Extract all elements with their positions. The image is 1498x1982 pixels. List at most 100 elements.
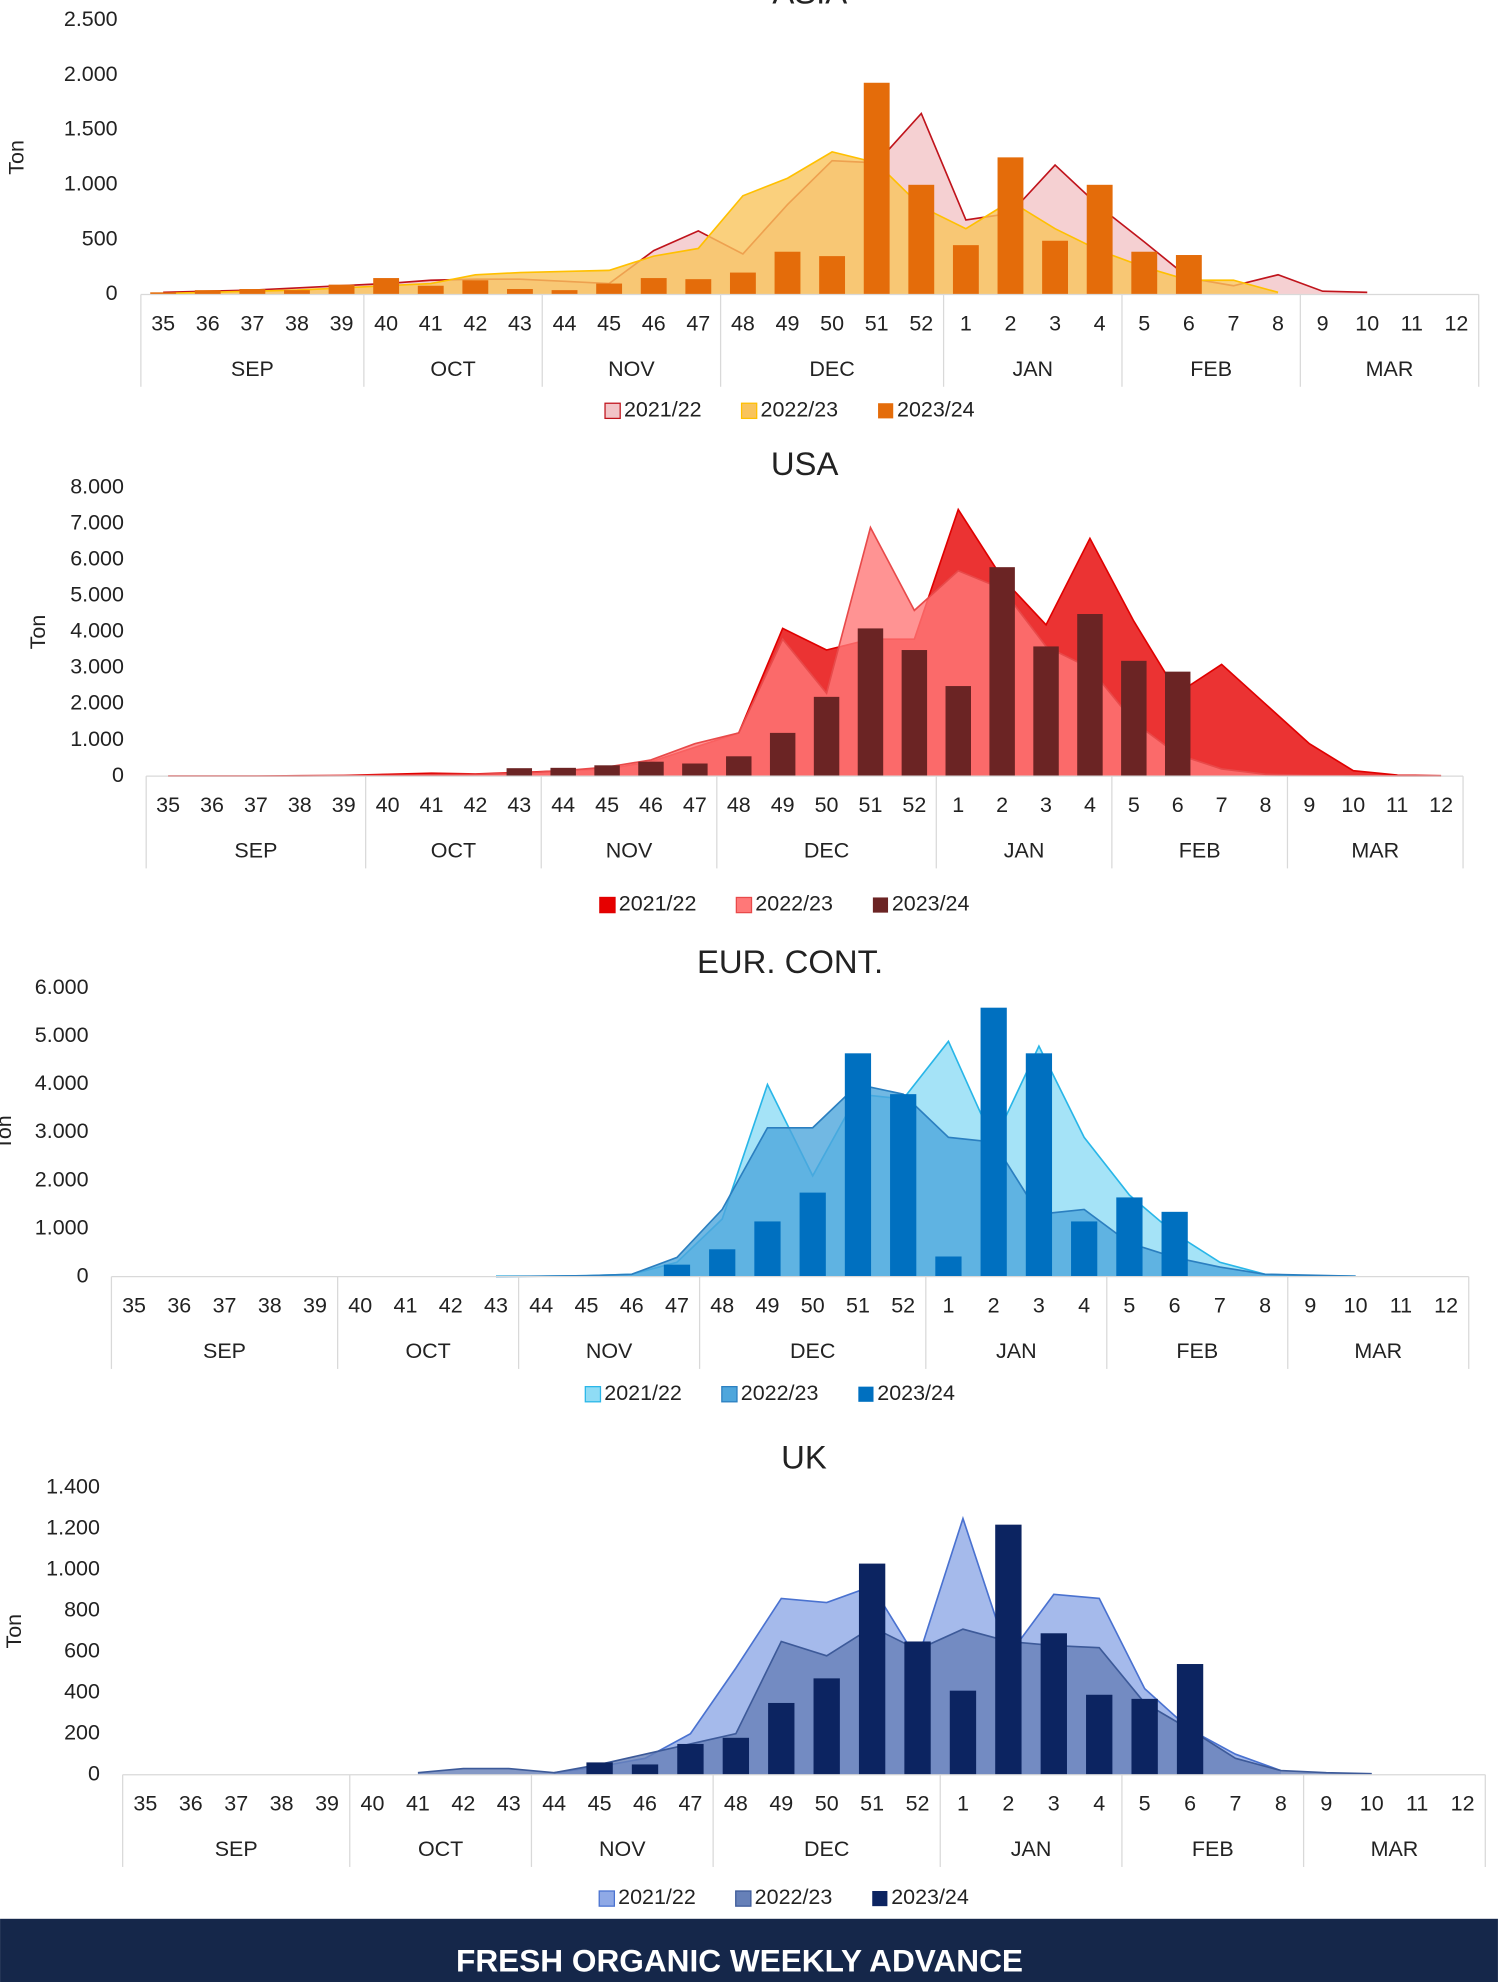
x-tick-label: 10: [1355, 312, 1379, 336]
x-tick-label: 5: [1123, 1294, 1135, 1318]
x-tick-label: 49: [769, 1792, 793, 1816]
x-tick-label: 52: [906, 1792, 930, 1816]
y-tick-label: 1.200: [46, 1515, 100, 1539]
chart-title: UK: [781, 1439, 827, 1476]
x-tick-label: 35: [133, 1792, 157, 1816]
group-label: JAN: [1011, 1837, 1052, 1861]
x-tick-label: 10: [1341, 793, 1365, 817]
x-tick-label: 42: [463, 793, 487, 817]
y-tick-label: 4.000: [70, 619, 124, 643]
x-tick-label: 6: [1184, 1792, 1196, 1816]
legend-swatch: [735, 896, 753, 914]
y-tick-label: 6.000: [35, 975, 89, 999]
group-label: NOV: [599, 1837, 646, 1861]
legend-swatch: [858, 1386, 874, 1402]
x-tick-label: 42: [463, 312, 487, 336]
x-tick-label: 37: [244, 793, 268, 817]
group-label: JAN: [996, 1339, 1037, 1363]
x-tick-label: 3: [1040, 793, 1052, 817]
x-tick-label: 2: [1005, 312, 1017, 336]
x-tick-label: 49: [756, 1294, 780, 1318]
bar: [640, 278, 667, 295]
bar: [239, 289, 266, 295]
bar: [551, 290, 578, 295]
bar: [1161, 1211, 1188, 1277]
x-tick-label: 51: [860, 1792, 884, 1816]
y-tick-label: 1.500: [64, 117, 118, 141]
y-tick-label: 8.000: [70, 475, 124, 499]
legend-swatch: [735, 1890, 752, 1907]
bar: [844, 1053, 872, 1277]
x-tick-label: 42: [439, 1294, 463, 1318]
bar: [709, 1249, 736, 1277]
x-tick-label: 39: [315, 1792, 339, 1816]
x-tick-label: 35: [156, 793, 180, 817]
x-tick-label: 50: [815, 1792, 839, 1816]
x-tick-label: 48: [731, 312, 755, 336]
x-tick-label: 47: [686, 312, 710, 336]
legend-swatch: [872, 1890, 888, 1907]
x-tick-label: 44: [551, 793, 575, 817]
x-tick-label: 41: [394, 1294, 418, 1318]
y-tick-label: 1.000: [70, 727, 124, 751]
x-tick-label: 9: [1304, 1294, 1316, 1318]
group-label: DEC: [804, 839, 849, 863]
group-label: SEP: [215, 1837, 258, 1861]
bar: [685, 279, 712, 295]
group-label: JAN: [1004, 839, 1045, 863]
bar: [908, 184, 935, 295]
bar: [506, 768, 533, 777]
bar: [677, 1743, 704, 1775]
x-tick-label: 51: [859, 793, 883, 817]
x-tick-label: 43: [484, 1294, 508, 1318]
group-label: NOV: [608, 357, 655, 381]
y-axis-label: Ton: [0, 1115, 16, 1150]
x-tick-label: 8: [1272, 312, 1284, 336]
x-tick-label: 52: [902, 793, 926, 817]
bar: [417, 285, 444, 295]
x-tick-label: 3: [1048, 1792, 1060, 1816]
bar: [768, 1702, 795, 1775]
x-tick-label: 8: [1275, 1792, 1287, 1816]
group-label: OCT: [405, 1339, 450, 1363]
group-label: FEB: [1176, 1339, 1218, 1363]
x-tick-label: 36: [196, 312, 220, 336]
x-tick-label: 46: [642, 312, 666, 336]
x-tick-label: 2: [996, 793, 1008, 817]
x-tick-label: 47: [678, 1792, 702, 1816]
legend-swatch: [584, 1386, 602, 1403]
y-tick-label: 3.000: [35, 1119, 89, 1143]
x-tick-label: 39: [332, 793, 356, 817]
x-tick-label: 41: [406, 1792, 430, 1816]
bar: [1086, 184, 1113, 295]
x-tick-label: 2: [988, 1294, 1000, 1318]
group-label: MAR: [1354, 1339, 1402, 1363]
legend-swatch: [599, 896, 616, 914]
bar: [682, 763, 708, 777]
x-tick-label: 52: [891, 1294, 915, 1318]
bar: [1175, 255, 1202, 295]
x-tick-label: 50: [815, 793, 839, 817]
bar: [373, 278, 400, 295]
x-tick-label: 9: [1317, 312, 1329, 336]
bar: [819, 256, 846, 295]
legend-label: 2023/24: [897, 397, 975, 421]
y-tick-label: 2.000: [64, 62, 118, 86]
bar: [1033, 646, 1059, 777]
x-tick-label: 42: [451, 1792, 475, 1816]
x-tick-label: 43: [508, 312, 532, 336]
chart-title: ASIA: [772, 0, 847, 11]
x-tick-label: 43: [507, 793, 531, 817]
bar: [663, 1264, 691, 1277]
x-tick-label: 46: [620, 1294, 644, 1318]
legend-label: 2023/24: [877, 1381, 955, 1405]
bar: [1086, 1694, 1113, 1775]
x-tick-label: 40: [376, 793, 400, 817]
legend-label: 2022/23: [761, 397, 839, 421]
x-tick-label: 3: [1033, 1294, 1045, 1318]
y-tick-label: 400: [64, 1679, 100, 1703]
group-label: SEP: [203, 1339, 246, 1363]
x-tick-label: 4: [1078, 1294, 1090, 1318]
bar: [1131, 251, 1158, 295]
x-tick-label: 35: [122, 1294, 146, 1318]
